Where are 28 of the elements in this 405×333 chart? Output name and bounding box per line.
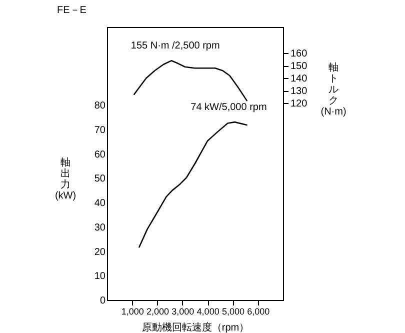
y-tick-label: 30 <box>94 222 106 234</box>
x-tick-label: 4,000 <box>196 306 220 316</box>
y-tick-label: 40 <box>94 198 106 209</box>
x-tick-label: 5,000 <box>222 306 244 316</box>
line-series <box>138 121 248 248</box>
y-axis-title: 軸出力 (kW) <box>54 156 76 202</box>
y-tick-label: 50 <box>94 174 106 185</box>
y2-tick-label: 140 <box>290 74 308 85</box>
y-tick-label: 0 <box>100 296 106 306</box>
x-tick-label: 6,000 <box>247 306 270 316</box>
annotation: 155 N·m /2,500 rpm <box>130 40 220 52</box>
y-tick-label: 20 <box>94 246 106 258</box>
y-tick-label: 70 <box>94 124 106 136</box>
x-tick-label: 2,000 <box>146 306 170 316</box>
x-tick-label: 3,000 <box>172 306 194 316</box>
y2-tick-label: 160 <box>290 48 308 60</box>
x-axis-title: 原動機回転速度（rpm） <box>142 322 250 333</box>
y-tick-label: 10 <box>94 271 106 282</box>
y2-tick-label: 130 <box>290 86 308 98</box>
x-tick-label: 1,000 <box>121 306 144 316</box>
annotation: 74 kW/5,000 rpm <box>190 102 267 114</box>
chart-title: FE－E <box>57 5 87 16</box>
y2-tick-label: 120 <box>290 98 308 110</box>
y2-axis-title: 軸トルク (N·m) <box>320 62 346 118</box>
y-tick-label: 60 <box>94 149 106 160</box>
line-series <box>134 60 248 102</box>
y-tick-label: 80 <box>94 100 106 112</box>
y2-tick-label: 150 <box>290 61 308 72</box>
